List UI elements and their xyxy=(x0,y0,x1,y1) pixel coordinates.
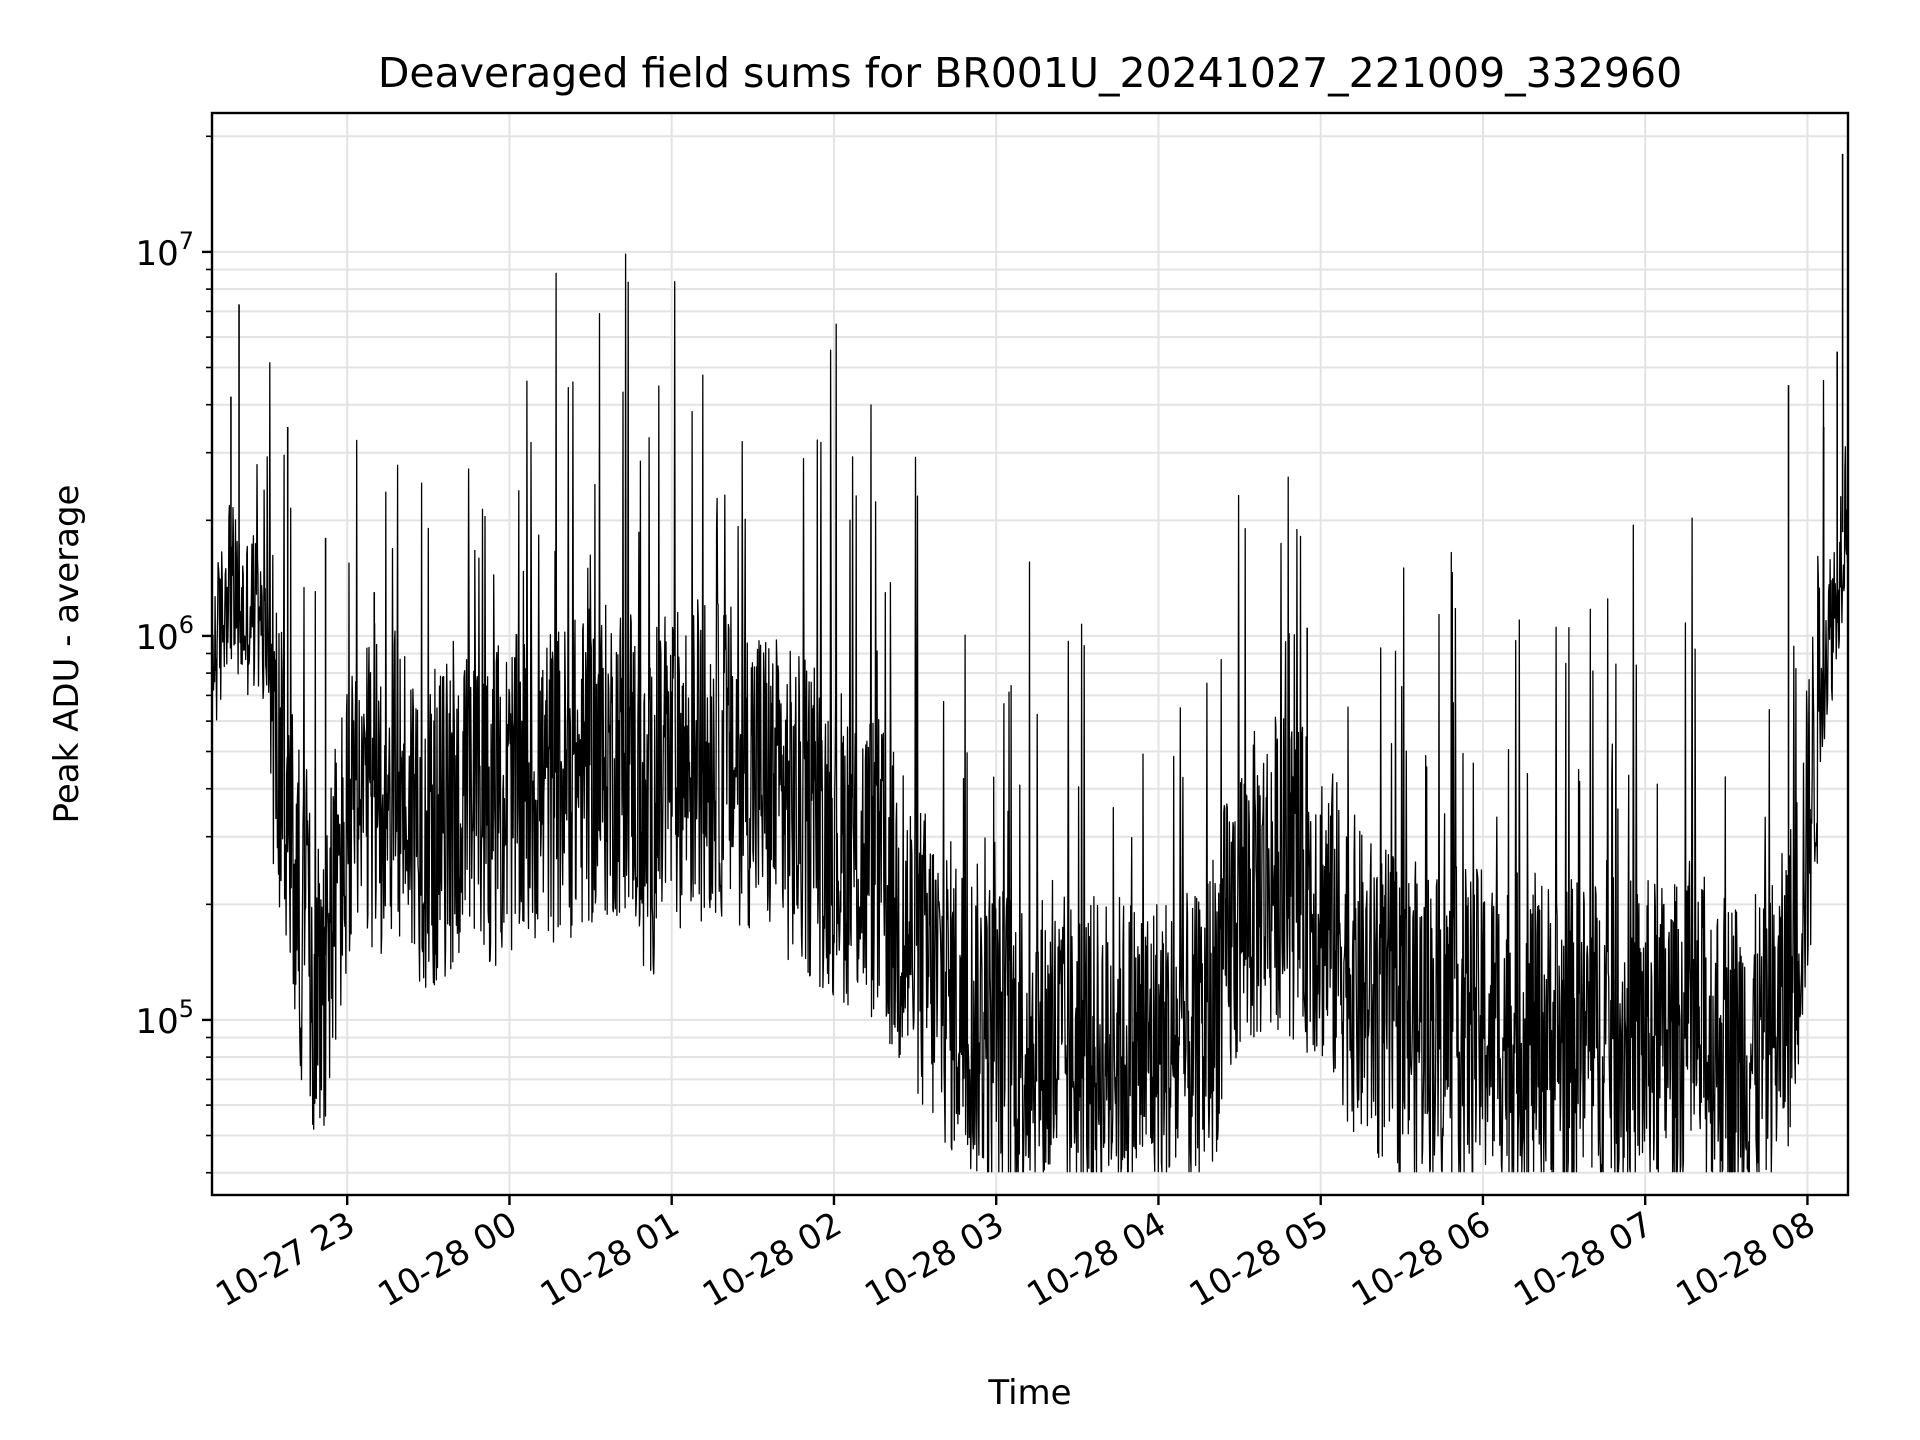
chart-title: Deaveraged field sums for BR001U_2024102… xyxy=(378,49,1682,97)
y-tick-label-exponent: 5 xyxy=(179,995,194,1023)
y-tick-label: 107 xyxy=(135,227,194,274)
y-axis-label: Peak ADU - average xyxy=(47,485,87,824)
series-layer xyxy=(211,153,1849,1173)
y-tick-label-exponent: 6 xyxy=(179,611,194,639)
y-tick-label: 106 xyxy=(135,611,194,658)
y-tick-label-base: 10 xyxy=(135,1002,178,1042)
y-tick-label: 105 xyxy=(135,995,194,1042)
series-line xyxy=(211,253,1849,1173)
x-axis-label: Time xyxy=(987,1373,1071,1413)
y-tick-label-exponent: 7 xyxy=(179,227,194,255)
y-tick-label-base: 10 xyxy=(135,234,178,274)
y-tick-label-base: 10 xyxy=(135,618,178,658)
